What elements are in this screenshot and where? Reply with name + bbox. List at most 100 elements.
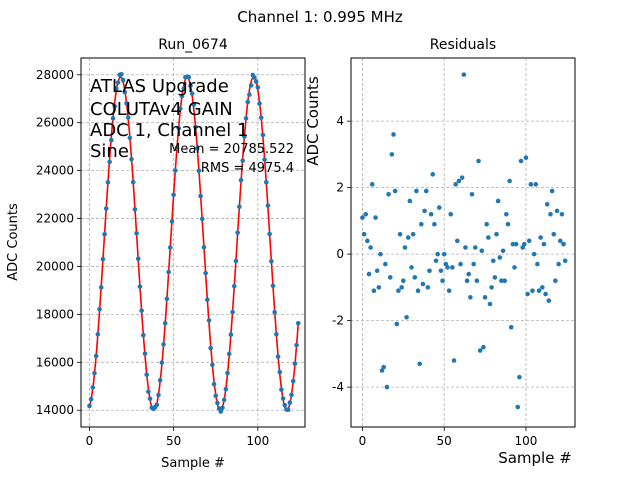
residual-point bbox=[363, 211, 369, 217]
data-point bbox=[258, 115, 264, 120]
data-point bbox=[114, 86, 119, 91]
data-point bbox=[188, 83, 193, 89]
residual-point bbox=[554, 208, 560, 214]
residual-point bbox=[494, 231, 499, 237]
run-ytick-label: 14000 bbox=[36, 403, 74, 417]
residual-point bbox=[394, 321, 400, 327]
residual-point bbox=[471, 261, 476, 267]
chart-run-annotation: ATLAS Upgrade COLUTAv4 GAIN ADC 1, Chann… bbox=[90, 76, 248, 162]
residual-point bbox=[391, 132, 396, 137]
data-point bbox=[295, 321, 301, 326]
data-point bbox=[167, 245, 173, 250]
data-point bbox=[137, 284, 143, 289]
residuals-xtick-label: 0 bbox=[359, 434, 367, 448]
residual-point bbox=[536, 288, 542, 294]
data-point bbox=[230, 309, 235, 315]
data-point bbox=[247, 92, 252, 97]
data-point bbox=[215, 400, 220, 406]
data-point bbox=[144, 372, 149, 377]
data-point bbox=[122, 89, 128, 95]
data-point bbox=[147, 396, 153, 402]
data-point bbox=[103, 206, 109, 211]
residual-point bbox=[510, 241, 516, 247]
residual-point bbox=[438, 268, 444, 274]
data-point bbox=[179, 93, 185, 99]
data-point bbox=[156, 392, 161, 398]
chart-run-stats: Mean = 20785.522 RMS = 4975.4 bbox=[169, 142, 294, 176]
data-point bbox=[262, 157, 267, 162]
residual-point bbox=[397, 231, 403, 237]
data-point bbox=[267, 231, 272, 237]
data-point bbox=[127, 135, 133, 141]
residual-point bbox=[518, 158, 524, 164]
data-point bbox=[174, 145, 180, 151]
residual-point bbox=[461, 72, 467, 77]
residual-point bbox=[528, 182, 534, 187]
data-point bbox=[228, 332, 234, 337]
chart-residuals-frame bbox=[350, 57, 576, 428]
residual-point bbox=[549, 188, 555, 194]
data-point bbox=[181, 86, 187, 91]
chart-run-ylabel: ADC Counts bbox=[6, 203, 21, 281]
residual-point bbox=[448, 211, 454, 217]
data-point bbox=[191, 102, 197, 107]
residual-point bbox=[562, 258, 568, 264]
data-point bbox=[199, 216, 205, 222]
residual-point bbox=[541, 241, 547, 247]
residual-point bbox=[561, 241, 566, 247]
residual-point bbox=[392, 188, 398, 194]
data-point bbox=[253, 79, 259, 84]
data-point bbox=[240, 158, 245, 163]
data-point bbox=[95, 332, 101, 337]
residual-point bbox=[441, 251, 447, 257]
run-ytick-label: 20000 bbox=[36, 259, 74, 273]
residual-point bbox=[405, 235, 411, 240]
residuals-xtick-label: 100 bbox=[514, 434, 537, 448]
residual-point bbox=[472, 245, 478, 250]
data-point bbox=[134, 230, 139, 236]
data-point bbox=[225, 370, 230, 376]
residual-point bbox=[404, 315, 409, 320]
data-point bbox=[141, 332, 146, 338]
data-point bbox=[237, 204, 242, 209]
annotation-line-1: ATLAS Upgrade bbox=[90, 76, 229, 97]
chart-residuals-ylabel: ADC Counts bbox=[304, 76, 322, 166]
residual-point bbox=[479, 248, 485, 254]
residual-point bbox=[517, 374, 522, 380]
residual-point bbox=[512, 265, 517, 270]
data-point bbox=[270, 283, 276, 289]
residual-point bbox=[535, 261, 540, 267]
run-ytick-label: 22000 bbox=[36, 212, 74, 226]
run-xtick-label: 50 bbox=[166, 434, 181, 448]
residual-point bbox=[387, 275, 393, 280]
data-point bbox=[171, 192, 176, 198]
data-point bbox=[289, 392, 294, 398]
residual-point bbox=[482, 295, 488, 300]
chart-run-xlabel: Sample # bbox=[161, 456, 225, 471]
chart-residuals-points bbox=[360, 72, 568, 410]
data-point bbox=[189, 91, 195, 96]
residual-point bbox=[463, 245, 468, 250]
residual-point bbox=[417, 361, 422, 367]
residual-point bbox=[427, 268, 432, 274]
residual-point bbox=[422, 208, 427, 214]
residual-point bbox=[369, 182, 375, 187]
residual-point bbox=[360, 215, 365, 220]
chart-residuals-grid bbox=[351, 58, 575, 427]
residual-point bbox=[453, 182, 458, 187]
residual-point bbox=[513, 241, 519, 247]
residual-point bbox=[508, 324, 514, 330]
data-point bbox=[112, 103, 117, 109]
data-point bbox=[231, 283, 237, 289]
data-point bbox=[102, 231, 107, 237]
data-point bbox=[280, 396, 286, 401]
residual-point bbox=[499, 278, 504, 284]
residual-point bbox=[466, 271, 472, 277]
data-point bbox=[238, 177, 244, 183]
residual-point bbox=[415, 288, 421, 294]
data-point bbox=[242, 134, 247, 139]
residual-point bbox=[432, 221, 437, 227]
residual-point bbox=[384, 384, 390, 390]
data-point bbox=[260, 132, 266, 138]
residual-point bbox=[505, 221, 511, 227]
